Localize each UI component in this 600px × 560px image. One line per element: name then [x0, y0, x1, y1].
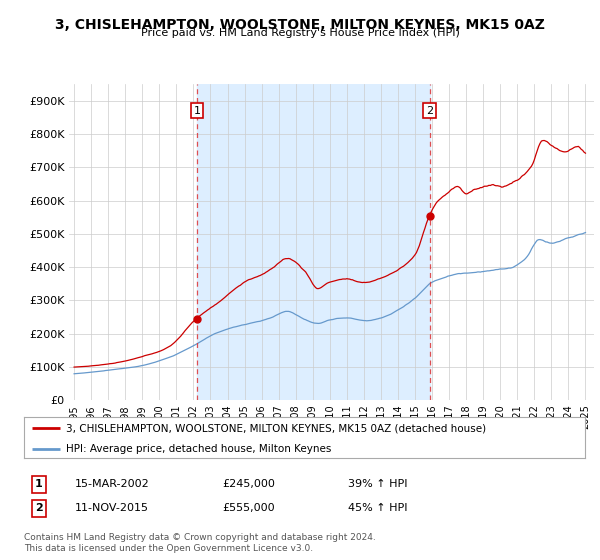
Text: £245,000: £245,000 — [222, 479, 275, 489]
Text: Contains HM Land Registry data © Crown copyright and database right 2024.
This d: Contains HM Land Registry data © Crown c… — [24, 533, 376, 553]
Bar — [197, 84, 430, 400]
Text: 1: 1 — [193, 106, 200, 116]
Text: 1: 1 — [35, 479, 43, 489]
Text: HPI: Average price, detached house, Milton Keynes: HPI: Average price, detached house, Milt… — [66, 444, 331, 454]
Text: Price paid vs. HM Land Registry's House Price Index (HPI): Price paid vs. HM Land Registry's House … — [140, 28, 460, 38]
Text: 11-NOV-2015: 11-NOV-2015 — [75, 503, 149, 514]
Text: £555,000: £555,000 — [222, 503, 275, 514]
Text: 3, CHISLEHAMPTON, WOOLSTONE, MILTON KEYNES, MK15 0AZ (detached house): 3, CHISLEHAMPTON, WOOLSTONE, MILTON KEYN… — [66, 423, 486, 433]
Text: 2: 2 — [35, 503, 43, 514]
Text: 39% ↑ HPI: 39% ↑ HPI — [348, 479, 407, 489]
Text: 45% ↑ HPI: 45% ↑ HPI — [348, 503, 407, 514]
Text: 15-MAR-2002: 15-MAR-2002 — [75, 479, 150, 489]
Text: 3, CHISLEHAMPTON, WOOLSTONE, MILTON KEYNES, MK15 0AZ: 3, CHISLEHAMPTON, WOOLSTONE, MILTON KEYN… — [55, 18, 545, 32]
Text: 2: 2 — [426, 106, 433, 116]
